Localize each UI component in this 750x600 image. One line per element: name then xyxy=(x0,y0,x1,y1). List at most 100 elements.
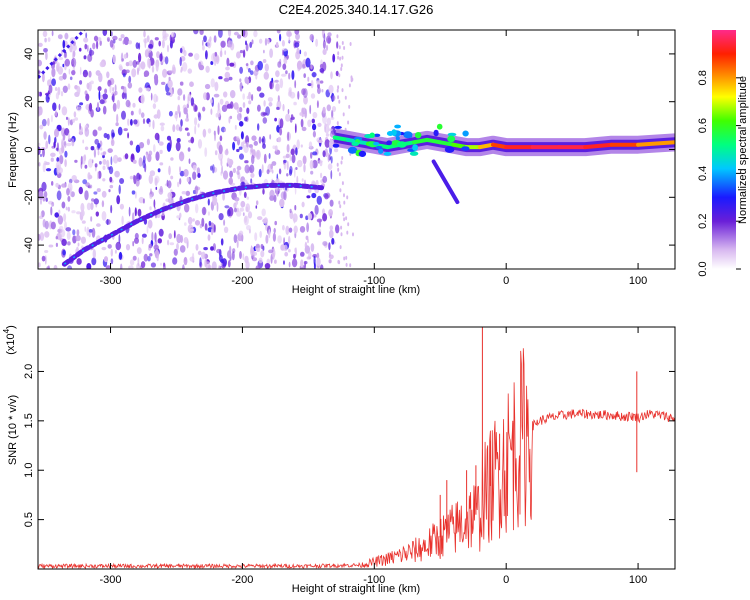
noise-speck xyxy=(326,117,331,126)
noise-speck xyxy=(58,56,64,61)
noise-speck xyxy=(150,262,156,268)
noise-speck xyxy=(140,94,145,104)
noise-speck xyxy=(316,218,323,223)
noise-speck xyxy=(336,41,339,49)
noise-speck xyxy=(294,186,297,195)
noise-speck xyxy=(112,39,116,44)
noise-speck xyxy=(287,109,290,114)
noise-speck xyxy=(259,230,263,239)
noise-speck xyxy=(42,218,46,228)
noise-speck xyxy=(135,61,140,65)
noise-speck xyxy=(190,97,195,106)
noise-speck xyxy=(279,78,284,89)
noise-speck xyxy=(338,73,341,78)
noise-speck xyxy=(234,207,237,213)
noise-speck xyxy=(114,90,118,96)
noise-speck xyxy=(328,251,331,257)
noise-speck xyxy=(331,109,334,119)
noise-speck xyxy=(294,80,297,89)
noise-speck xyxy=(300,144,303,148)
spectrogram-chirp-track xyxy=(61,182,325,267)
noise-speck xyxy=(218,265,221,269)
noise-speck xyxy=(223,91,228,98)
noise-speck xyxy=(66,116,68,120)
noise-speck xyxy=(303,95,308,105)
noise-speck xyxy=(261,164,264,174)
noise-speck xyxy=(158,228,164,237)
noise-speck xyxy=(188,228,194,232)
noise-speck xyxy=(120,85,125,90)
noise-speck xyxy=(303,51,307,57)
noise-speck xyxy=(290,148,295,156)
noise-speck xyxy=(282,49,284,56)
noise-speck xyxy=(195,244,199,251)
noise-speck xyxy=(63,213,67,222)
noise-speck xyxy=(334,148,339,153)
noise-speck xyxy=(155,186,158,190)
noise-speck xyxy=(131,190,136,195)
noise-speck xyxy=(339,245,342,250)
noise-speck xyxy=(56,190,62,201)
noise-speck xyxy=(99,147,103,151)
noise-speck xyxy=(109,85,112,93)
y-tick-label: 1.5 xyxy=(23,413,35,428)
noise-speck xyxy=(78,186,84,195)
noise-speck xyxy=(322,241,328,246)
noise-speck xyxy=(39,232,45,241)
colorbar-ticks: 0.0 0.2 0.4 0.6 0.8 xyxy=(697,70,741,277)
noise-speck xyxy=(345,216,348,221)
noise-speck xyxy=(38,233,41,241)
noise-speck xyxy=(282,224,285,231)
noise-speck xyxy=(135,178,140,187)
noise-speck xyxy=(132,159,137,164)
noise-speck xyxy=(197,139,203,149)
noise-speck xyxy=(324,123,327,127)
noise-speck xyxy=(321,89,324,93)
noise-speck xyxy=(88,70,92,78)
noise-speck xyxy=(128,40,133,45)
noise-speck xyxy=(299,49,302,55)
noise-speck xyxy=(286,144,290,153)
noise-speck xyxy=(234,197,240,202)
noise-speck xyxy=(244,116,248,122)
noise-speck xyxy=(320,172,323,179)
noise-speck xyxy=(289,165,293,175)
noise-speck xyxy=(109,39,114,48)
noise-speck xyxy=(194,53,200,61)
noise-speck xyxy=(93,148,96,158)
noise-speck xyxy=(239,82,243,92)
noise-speck xyxy=(140,261,146,269)
noise-speck xyxy=(332,95,336,101)
noise-speck xyxy=(345,255,348,260)
noise-speck xyxy=(86,44,89,52)
noise-speck xyxy=(99,99,105,105)
noise-speck xyxy=(352,232,354,237)
noise-speck xyxy=(143,70,150,77)
tone-segment xyxy=(477,142,495,150)
noise-speck xyxy=(148,43,154,49)
noise-speck xyxy=(58,103,61,111)
noise-speck xyxy=(272,80,275,84)
noise-speck xyxy=(66,231,71,240)
noise-speck xyxy=(180,69,183,73)
noise-speck xyxy=(99,40,102,46)
noise-speck xyxy=(316,257,321,267)
noise-speck xyxy=(165,92,171,96)
noise-speck xyxy=(224,205,230,209)
noise-speck xyxy=(302,63,306,69)
noise-speck xyxy=(132,241,135,247)
noise-speck xyxy=(339,56,342,61)
noise-speck xyxy=(69,187,72,197)
noise-speck xyxy=(248,91,252,100)
noise-speck xyxy=(182,62,188,72)
noise-speck xyxy=(337,95,340,100)
noise-speck xyxy=(288,36,291,44)
noise-speck xyxy=(216,202,219,212)
noise-speck xyxy=(339,188,342,193)
noise-speck xyxy=(185,190,191,196)
noise-speck xyxy=(291,154,296,164)
noise-speck xyxy=(262,59,267,63)
noise-speck xyxy=(80,236,86,244)
noise-speck xyxy=(192,252,195,261)
noise-speck xyxy=(306,222,309,233)
